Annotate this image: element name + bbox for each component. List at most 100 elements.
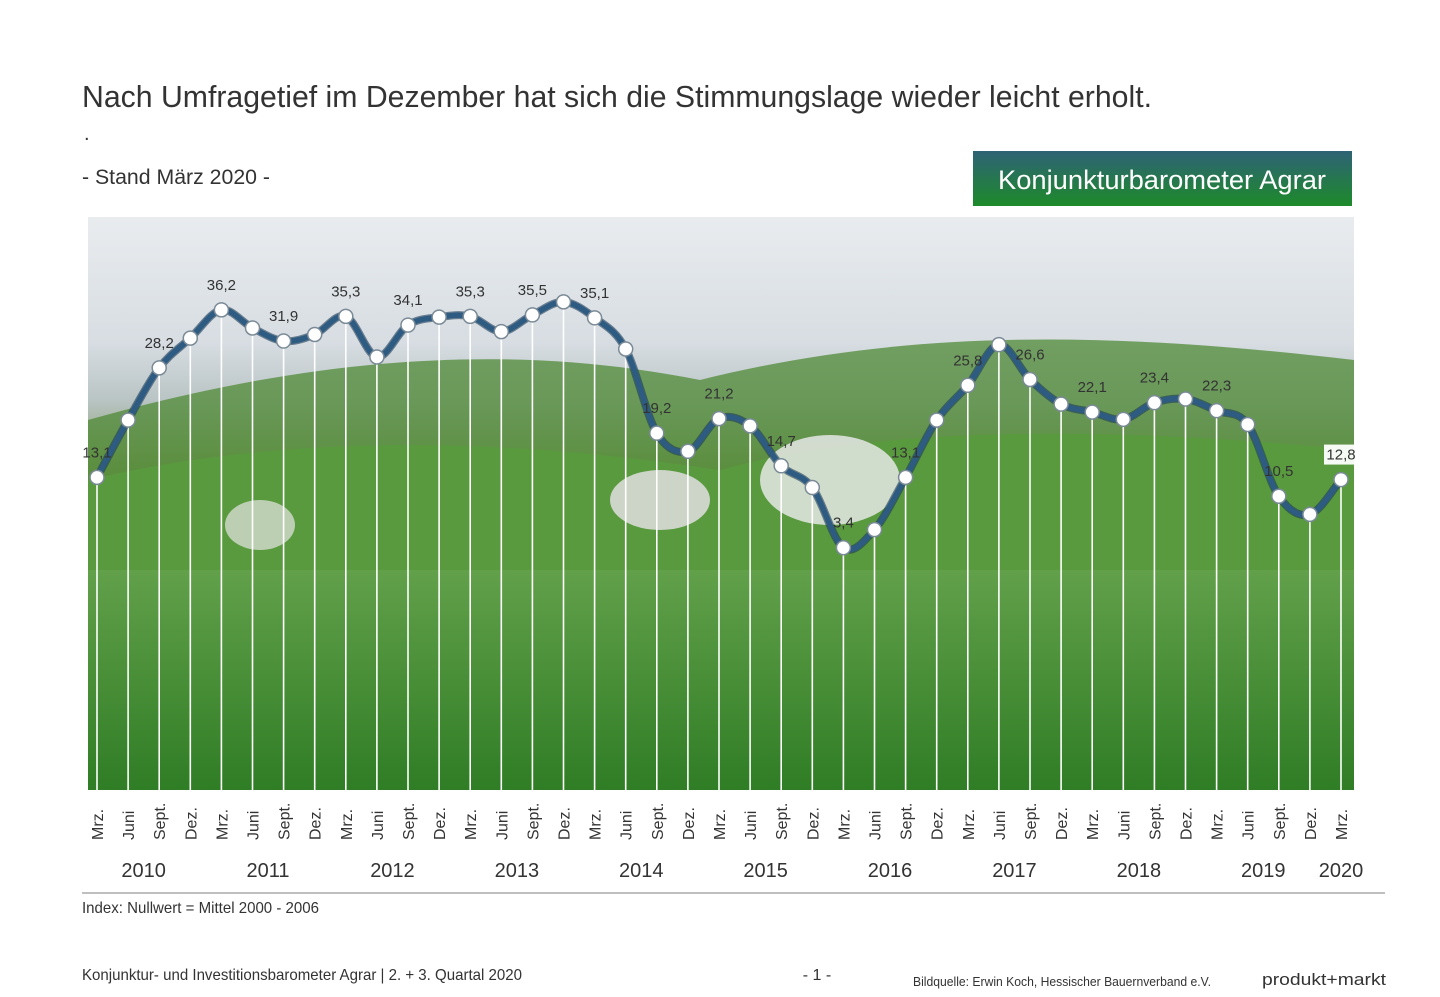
x-tick-label: Juni [1116, 811, 1133, 840]
x-tick-label: Mrz. [836, 809, 853, 840]
badge-box [973, 151, 1352, 206]
x-tick-label: Dez. [930, 807, 947, 840]
year-label: 2017 [992, 860, 1037, 882]
year-label: 2011 [247, 860, 290, 882]
marker [711, 410, 727, 427]
marker [1022, 371, 1038, 388]
x-tick-label: Juni [868, 811, 885, 840]
x-tick-label: Dez. [557, 807, 574, 840]
x-tick-label: Dez. [681, 807, 698, 840]
year-label: 2013 [495, 860, 540, 882]
x-tick-label: Mrz. [90, 809, 107, 840]
value-label: 26,6 [1015, 346, 1044, 363]
value-label: 10,5 [1264, 463, 1293, 480]
year-label: 2020 [1319, 860, 1364, 882]
x-tick-label: Mrz. [1210, 809, 1227, 840]
year-label: 2012 [370, 860, 415, 882]
subtitle: - Stand März 2020 - [82, 166, 270, 189]
marker [275, 333, 292, 349]
x-tick-label: Mrz. [1085, 809, 1102, 840]
value-label: 35,1 [580, 285, 609, 302]
background [88, 217, 1354, 790]
x-tick-label: Sept. [1023, 803, 1040, 840]
marker [89, 469, 105, 486]
year-label: 2019 [1241, 860, 1286, 882]
value-label: 21,2 [704, 386, 733, 403]
year-label: 2015 [743, 860, 788, 882]
footer-left: Konjunktur- und Investitionsbarometer Ag… [82, 967, 522, 984]
marker [1208, 402, 1225, 419]
value-label: 28,2 [145, 335, 174, 352]
marker [431, 309, 447, 325]
x-tick-label: Mrz. [214, 809, 231, 840]
marker [1333, 471, 1349, 488]
page-number: - 1 - [803, 967, 831, 984]
marker [1146, 394, 1163, 411]
x-tick-label: Sept. [774, 803, 791, 840]
value-label: 35,3 [456, 283, 485, 300]
year-label: 2010 [121, 860, 166, 882]
marker [742, 418, 758, 434]
marker [928, 412, 945, 428]
x-tick-label: Juni [370, 811, 387, 840]
x-tick-label: Mrz. [961, 809, 978, 840]
value-label: 14,7 [767, 433, 796, 450]
x-tick-label: Mrz. [588, 809, 605, 840]
marker [151, 360, 167, 376]
x-tick-label: Mrz. [712, 809, 729, 840]
image-source: Bildquelle: Erwin Koch, Hessischer Bauer… [913, 974, 1211, 989]
value-label: 12,8 [1326, 447, 1355, 464]
value-label: 22,3 [1202, 378, 1231, 395]
value-label: 35,5 [518, 282, 547, 299]
brand: produkt+markt [1262, 970, 1386, 989]
label-bg [1324, 444, 1358, 465]
x-tick-label: Dez. [432, 807, 449, 840]
marker [244, 320, 261, 336]
x-tick-label: Dez. [183, 807, 200, 840]
year-label: 2014 [619, 860, 664, 882]
marker [617, 341, 634, 357]
x-tick-label: Sept. [650, 803, 667, 840]
marker [1271, 488, 1287, 504]
value-label: 19,2 [642, 400, 671, 417]
value-label: 34,1 [393, 292, 422, 309]
marker [804, 479, 821, 496]
value-label: 13,1 [82, 444, 111, 461]
marker [400, 317, 416, 333]
x-tick-label: Juni [992, 811, 1009, 840]
badge: Konjunkturbarometer Agrar [998, 165, 1326, 195]
x-tick-label: Sept. [401, 803, 418, 840]
x-tick-label: Mrz. [339, 809, 356, 840]
marker [866, 521, 883, 538]
value-label: 25,8 [953, 352, 982, 369]
value-label: 23,4 [1140, 370, 1169, 387]
x-tick-label: Juni [619, 811, 636, 840]
marker [1053, 396, 1069, 412]
marker [462, 308, 478, 325]
marker [338, 308, 354, 325]
year-label: 2018 [1117, 860, 1162, 882]
x-tick-label: Juni [121, 811, 138, 840]
value-label: 3,4 [833, 515, 854, 532]
marker [991, 336, 1007, 353]
value-label: 36,2 [207, 277, 236, 294]
marker [1115, 411, 1132, 428]
marker [960, 377, 976, 394]
annotation: . [84, 123, 90, 145]
x-tick-label: Sept. [525, 803, 542, 840]
marker [586, 310, 603, 326]
marker [1084, 404, 1100, 420]
x-tick-label: Dez. [1179, 807, 1196, 840]
x-tick-label: Sept. [1147, 803, 1164, 840]
x-tick-label: Juni [743, 811, 760, 840]
marker [1177, 391, 1194, 407]
value-label: 31,9 [269, 308, 298, 325]
marker [649, 425, 665, 441]
marker [1302, 506, 1318, 523]
x-tick-label: Dez. [1303, 807, 1320, 840]
marker [120, 412, 136, 428]
x-tick-label: Sept. [1272, 803, 1289, 840]
x-tick-label: Mrz. [463, 809, 480, 840]
x-tick-label: Juni [246, 811, 263, 840]
x-tick-label: Juni [1241, 811, 1258, 840]
